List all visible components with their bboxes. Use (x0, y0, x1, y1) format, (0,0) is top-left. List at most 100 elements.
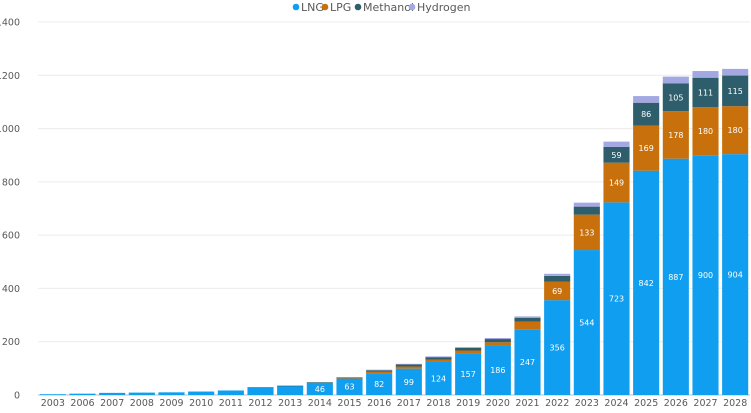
bar-segment-hydrogen (692, 71, 719, 78)
bar-segment-lng (573, 250, 600, 395)
legend-marker-methanol (354, 3, 362, 11)
x-tick-label: 2009 (159, 398, 183, 409)
bar-segment-methanol (514, 317, 541, 322)
bar-segment-methanol (544, 275, 571, 282)
bar-segment-hydrogen (484, 337, 511, 340)
bar-segment-lng (277, 385, 304, 395)
y-tick-label: 1400 (0, 18, 20, 29)
bar-segment-hydrogen (633, 96, 660, 103)
bar-segment-lpg (425, 359, 452, 362)
data-label-lpg: 180 (728, 126, 743, 135)
data-label-methanol: 111 (698, 88, 713, 97)
bar-segment-methanol (692, 77, 719, 108)
bar-segment-lpg (455, 350, 482, 354)
bar-segment-lpg (484, 342, 511, 346)
data-label-lng: 247 (520, 358, 535, 367)
data-label-lng: 157 (461, 370, 476, 379)
data-label-lpg: 69 (552, 287, 562, 296)
bar-segment-methanol (277, 385, 304, 387)
bar-segment-methanol (247, 387, 274, 388)
bar-segment-lng (692, 155, 719, 395)
x-tick-label: 2012 (248, 398, 272, 409)
bar-segment-lpg (544, 281, 571, 301)
legend-label-lng: LNG (301, 1, 324, 14)
legend-marker-hydrogen (408, 3, 416, 11)
bar-segment-methanol (455, 347, 482, 351)
bar-segment-lng (336, 378, 363, 395)
bar-segment-methanol (722, 75, 749, 107)
bar-segment-lpg (603, 162, 630, 203)
bar-segment-methanol (662, 83, 689, 112)
data-label-lng: 842 (639, 279, 654, 288)
bar-segment-lng (722, 154, 749, 395)
bar-segment-methanol (484, 339, 511, 343)
x-tick-label: 2010 (189, 398, 213, 409)
bar-segment-lpg (633, 125, 660, 171)
bar-segment-methanol (633, 102, 660, 126)
bar-segment-lpg (573, 214, 600, 251)
bar-segment-hydrogen (722, 68, 749, 76)
legend-marker-lpg (321, 3, 329, 11)
x-tick-label: 2018 (426, 398, 450, 409)
y-tick-label: 1000 (0, 124, 20, 135)
x-tick-label: 2007 (100, 398, 124, 409)
data-label-lng: 63 (344, 383, 354, 392)
x-tick-label: 2028 (723, 398, 747, 409)
x-tick-label: 2008 (130, 398, 154, 409)
x-tick-label: 2011 (219, 398, 243, 409)
y-tick-label: 1200 (0, 71, 20, 82)
bar-segment-lng (455, 353, 482, 395)
data-label-methanol: 115 (728, 87, 743, 96)
y-tick-label: 800 (2, 177, 20, 188)
x-tick-label: 2027 (693, 398, 717, 409)
bar-segment-lng (128, 392, 155, 395)
gridlines (38, 21, 750, 396)
bar-segment-methanol (395, 364, 422, 367)
bar-segment-lng (217, 390, 244, 395)
bar-segment-lpg (514, 321, 541, 330)
bar-segment-hydrogen (603, 141, 630, 147)
bar-segment-lpg (336, 377, 363, 379)
bar-segment-lng (247, 387, 274, 395)
x-tick-label: 2003 (41, 398, 65, 409)
legend-label-lpg: LPG (330, 1, 351, 14)
data-label-lng: 887 (668, 273, 683, 282)
data-label-lpg: 180 (698, 127, 713, 136)
bar-segment-hydrogen (573, 202, 600, 207)
bar-segment-lng (484, 345, 511, 395)
bar-segment-methanol (425, 357, 452, 360)
axes: 0 200 400 600 800 1000 1200 1400 2003 2006 2007 200… (0, 18, 747, 410)
bar-segment-lng (395, 368, 422, 395)
bar-segment-lpg (395, 366, 422, 369)
data-label-lng: 99 (404, 378, 414, 387)
bar-segment-methanol (366, 370, 393, 372)
data-labels: 46 63 82 99 124 157 186 247 356 69 544 133 723 149 59 8… (315, 87, 743, 394)
bar-segment-hydrogen (366, 369, 393, 371)
data-label-lpg: 169 (639, 144, 654, 153)
bar-segment-lng (514, 329, 541, 395)
y-tick-label: 400 (2, 284, 20, 295)
data-label-lng: 46 (315, 385, 325, 394)
data-label-lng: 723 (609, 295, 624, 304)
y-tick-label: 200 (2, 337, 20, 348)
bars (39, 68, 749, 395)
bar-segment-methanol (573, 206, 600, 215)
x-tick-label: 2026 (664, 398, 688, 409)
bar-segment-lpg (692, 107, 719, 156)
data-label-lng: 904 (728, 271, 743, 280)
x-tick-label: 2019 (456, 398, 480, 409)
bar-segment-lpg (722, 106, 749, 155)
data-label-lng: 544 (579, 319, 594, 328)
bar-segment-methanol (306, 382, 333, 383)
bar-segment-lng (99, 392, 126, 395)
bar-segment-lpg (662, 111, 689, 159)
bar-segment-lng (544, 300, 571, 395)
bar-segment-hydrogen (455, 347, 482, 348)
legend-label-hydrogen: Hydrogen (417, 1, 471, 14)
bar-segment-methanol (603, 146, 630, 163)
bar-segment-hydrogen (395, 363, 422, 365)
bar-segment-lng (425, 361, 452, 395)
bar-segment-lng (366, 373, 393, 395)
bar-segment-hydrogen (425, 356, 452, 358)
